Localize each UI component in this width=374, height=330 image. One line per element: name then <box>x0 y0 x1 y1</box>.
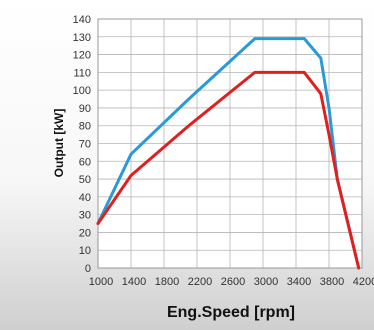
y-tick-label: 60 <box>79 156 91 168</box>
x-tick-label: 1000 <box>89 276 113 288</box>
y-tick-label: 10 <box>79 245 91 257</box>
plot-border <box>97 18 363 269</box>
x-tick-label: 3800 <box>320 276 344 288</box>
y-tick-label: 40 <box>79 192 91 204</box>
series-line-1 <box>96 37 361 270</box>
y-tick-label: 20 <box>79 227 91 239</box>
x-tick-label: 1800 <box>155 276 179 288</box>
y-tick-label: 80 <box>79 121 91 133</box>
y-tick-label: 30 <box>79 210 91 222</box>
x-tick-labels: 1000 1400 1800 2200 2600 3000 3400 3800 4200 <box>89 276 374 288</box>
y-tick-label: 100 <box>73 85 91 97</box>
y-tick-label: 90 <box>79 103 91 115</box>
x-tick-label: 2200 <box>188 276 212 288</box>
x-tick-label: 3400 <box>287 276 311 288</box>
x-tick-label: 1400 <box>122 276 146 288</box>
y-tick-label: 120 <box>73 50 91 62</box>
series-line-2 <box>96 70 361 270</box>
x-tick-label: 4200 <box>353 276 374 288</box>
x-axis-label: Eng.Speed [rpm] <box>167 304 295 321</box>
x-tick-label: 3000 <box>254 276 278 288</box>
series-group <box>96 37 361 270</box>
x-tick-label: 2600 <box>221 276 245 288</box>
y-tick-label: 140 <box>73 14 91 26</box>
y-axis-label: Output [kW] <box>52 109 66 178</box>
y-tick-label: 0 <box>85 263 91 275</box>
y-tick-label: 130 <box>73 32 91 44</box>
y-tick-label: 70 <box>79 139 91 151</box>
y-tick-labels: 0 10 20 30 40 50 60 70 80 90 100 110 120 130 140 <box>73 14 91 275</box>
y-tick-label: 50 <box>79 174 91 186</box>
y-tick-label: 110 <box>73 67 91 79</box>
